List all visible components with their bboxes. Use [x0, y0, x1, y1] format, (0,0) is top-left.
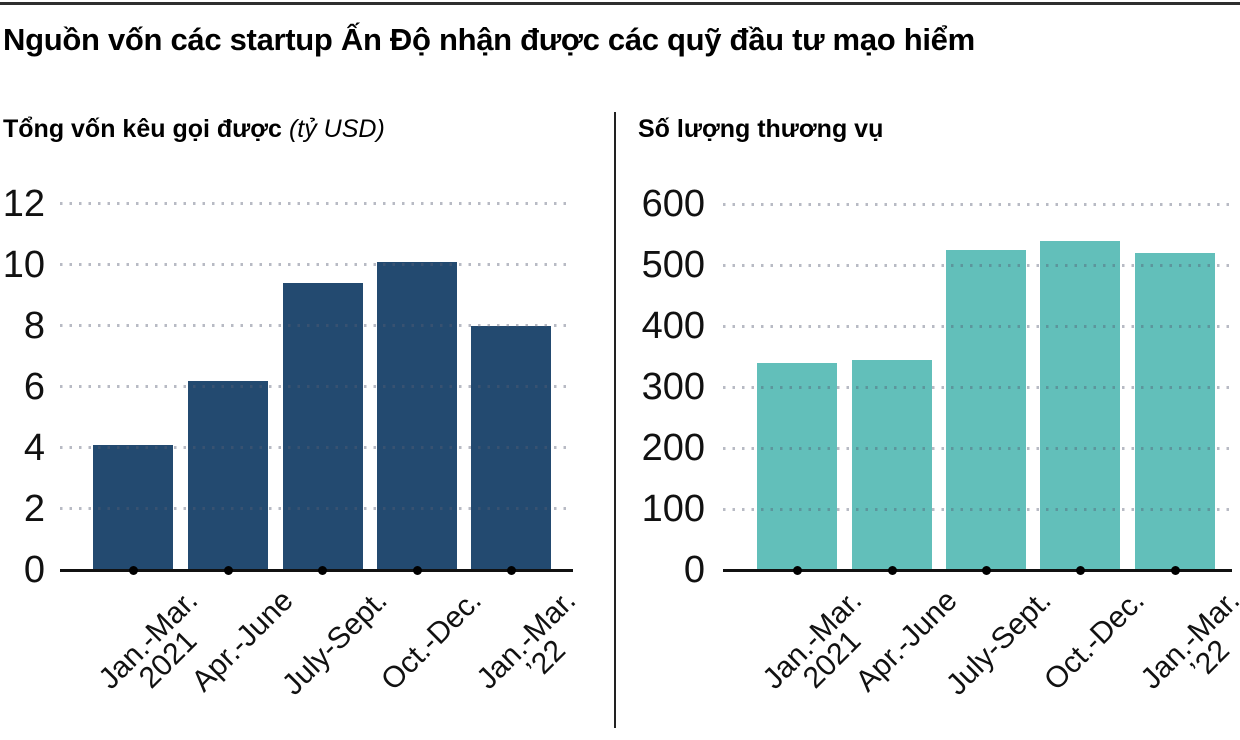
axis-line [60, 568, 573, 572]
x-tick-dot [128, 565, 138, 575]
top-border-line [0, 2, 1240, 5]
x-tick-label-line: Oct.-Dec. [1038, 583, 1152, 697]
bar [471, 325, 551, 570]
bar [188, 380, 268, 570]
right-chart-title: Số lượng thương vụ [638, 115, 883, 144]
right-chart-title-text: Số lượng thương vụ [638, 115, 884, 143]
y-tick-label: 600 [641, 183, 705, 225]
x-tick-dot [792, 565, 802, 575]
y-tick-label: 0 [23, 549, 45, 591]
gridline [723, 202, 1232, 206]
y-tick-label: 200 [641, 427, 705, 469]
y-tick-label: 8 [23, 304, 45, 347]
gridline [60, 385, 573, 389]
bar [93, 444, 173, 570]
x-tick-dot [412, 565, 422, 575]
bar [1135, 252, 1215, 570]
x-tick-label: Oct.-Dec. [375, 583, 489, 697]
x-tick-label: Jan.-Mar. 2021 [756, 584, 886, 713]
y-tick-label: 12 [2, 182, 45, 225]
gridline [723, 324, 1232, 328]
bar [852, 359, 932, 570]
x-tick-label: Jan.-Mar. 2021 [92, 584, 222, 713]
page-title: Nguồn vốn các startup Ấn Độ nhận được cá… [3, 22, 975, 57]
x-tick-dot [506, 565, 516, 575]
gridline [60, 446, 573, 450]
left-chart-title-text: Tổng vốn kêu gọi được [3, 115, 282, 143]
gridline [60, 202, 573, 205]
gridline [723, 263, 1232, 267]
x-tick-label: Oct.-Dec. [1038, 583, 1152, 697]
y-tick-label: 2 [23, 487, 45, 530]
y-tick-label: 400 [641, 305, 705, 347]
x-tick-dot [1075, 565, 1085, 575]
y-tick-label: 500 [641, 244, 705, 286]
left-chart-unit-note: (tỷ USD) [288, 115, 385, 143]
panel-divider [614, 112, 616, 728]
y-tick-label: 0 [683, 549, 705, 591]
y-tick-label: 100 [641, 488, 705, 530]
gridline [723, 507, 1232, 511]
bar [1040, 240, 1120, 570]
bar [377, 261, 457, 570]
gridline [723, 446, 1232, 450]
x-tick-dot [317, 565, 327, 575]
x-tick-dot [981, 565, 991, 575]
gridline [723, 385, 1232, 389]
left-chart-title: Tổng vốn kêu gọi được (tỷ USD) [3, 115, 385, 144]
gridline [60, 263, 573, 267]
bar [946, 249, 1026, 570]
bar [283, 282, 363, 570]
axis-line [723, 568, 1232, 572]
bar [757, 362, 837, 570]
x-tick-dot [887, 565, 897, 575]
x-tick-label: Jan.-Mar. ’22 [1134, 584, 1240, 713]
gridline [60, 507, 573, 511]
gridline [60, 324, 573, 328]
x-tick-dot [1170, 565, 1180, 575]
y-tick-label: 300 [641, 366, 705, 408]
x-tick-label-line: Oct.-Dec. [375, 583, 489, 697]
y-tick-label: 10 [2, 243, 45, 286]
x-tick-dot [223, 565, 233, 575]
y-tick-label: 6 [23, 365, 45, 408]
x-tick-label: Jan.-Mar. ’22 [470, 584, 600, 713]
y-tick-label: 4 [23, 426, 45, 469]
